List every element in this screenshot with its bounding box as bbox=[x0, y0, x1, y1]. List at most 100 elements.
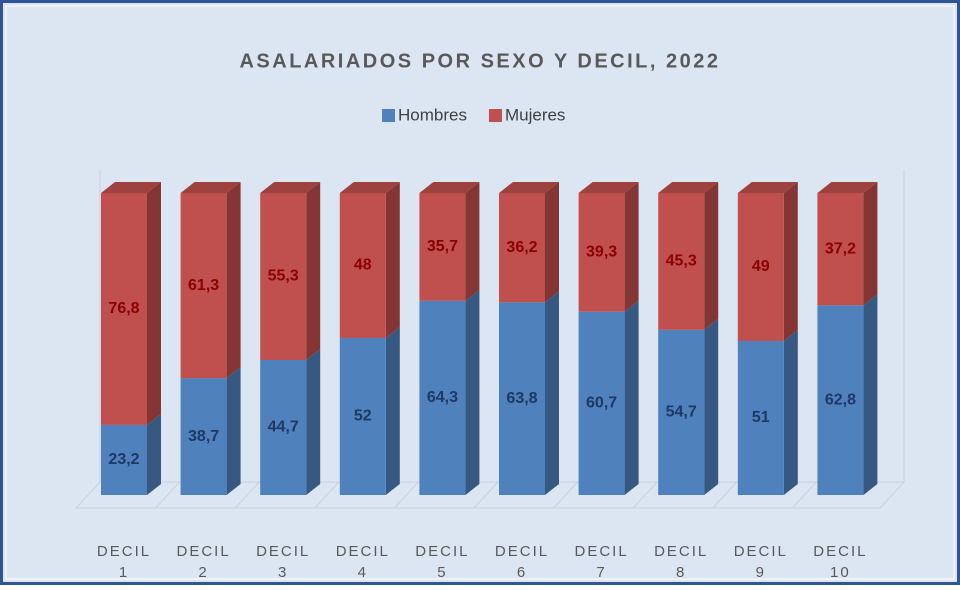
bar bbox=[737, 193, 784, 341]
data-label: 54,7 bbox=[666, 404, 697, 421]
x-tick-label: DECIL 5 bbox=[415, 543, 469, 581]
bar bbox=[817, 193, 864, 306]
x-tick-line: DECIL bbox=[813, 543, 867, 560]
legend-swatch bbox=[488, 109, 502, 122]
bar bbox=[339, 337, 386, 495]
bar-side bbox=[624, 182, 639, 312]
inner-frame bbox=[5, 5, 955, 580]
bar-side bbox=[863, 182, 878, 306]
bar-side bbox=[545, 291, 559, 495]
bar-top bbox=[101, 182, 161, 193]
x-tick-label: DECIL 8 bbox=[654, 543, 708, 581]
bar bbox=[339, 193, 386, 338]
bar bbox=[180, 378, 227, 495]
x-tick-line: DECIL bbox=[97, 543, 151, 560]
data-label: 51 bbox=[752, 409, 770, 426]
x-tick-label: DECIL 4 bbox=[336, 543, 390, 581]
bar-side bbox=[704, 182, 719, 330]
bar bbox=[578, 311, 625, 495]
floor-divider bbox=[553, 481, 578, 509]
bar-side bbox=[226, 367, 241, 495]
bar bbox=[658, 329, 705, 495]
bar-side bbox=[147, 182, 161, 425]
data-label: 52 bbox=[354, 408, 372, 425]
data-label: 49 bbox=[752, 258, 770, 275]
bar-side bbox=[465, 289, 480, 495]
x-tick-line: DECIL bbox=[415, 543, 469, 560]
chart-title: ASALARIADOS POR SEXO Y DECIL, 2022 bbox=[239, 50, 720, 72]
x-tick-line: 10 bbox=[830, 564, 851, 581]
data-label: 38,7 bbox=[188, 428, 219, 445]
x-tick-label: DECIL 9 bbox=[734, 543, 788, 581]
x-tick-line: DECIL bbox=[575, 543, 629, 560]
bar-side bbox=[306, 182, 321, 361]
bar-side bbox=[624, 300, 639, 495]
bar bbox=[101, 193, 147, 425]
x-tick-label: DECIL 10 bbox=[813, 543, 867, 581]
data-label: 44,7 bbox=[268, 419, 299, 436]
data-label: 76,8 bbox=[108, 300, 139, 317]
bar-side bbox=[783, 329, 798, 495]
bar-top bbox=[260, 182, 321, 193]
bar-side bbox=[147, 413, 161, 495]
x-tick-line: 6 bbox=[517, 564, 527, 581]
floor-divider bbox=[155, 481, 180, 509]
bar bbox=[419, 300, 466, 495]
legend-label: Mujeres bbox=[505, 105, 565, 124]
data-label: 60,7 bbox=[586, 395, 617, 412]
floor-divider bbox=[234, 481, 260, 509]
x-tick-label: DECIL 7 bbox=[575, 543, 629, 581]
data-label: 23,2 bbox=[108, 451, 139, 468]
x-tick-line: DECIL bbox=[336, 543, 390, 560]
x-tick-line: DECIL bbox=[177, 543, 231, 560]
x-tick-line: 2 bbox=[198, 564, 208, 581]
bar-side bbox=[465, 182, 480, 301]
bar bbox=[260, 193, 307, 361]
data-label: 36,2 bbox=[506, 239, 537, 256]
bar bbox=[499, 302, 545, 495]
legend-swatch bbox=[382, 109, 395, 122]
x-tick-label: DECIL 2 bbox=[177, 543, 231, 581]
floor-divider bbox=[473, 481, 499, 509]
bar-top bbox=[658, 182, 719, 193]
bar bbox=[180, 193, 227, 379]
data-label: 48 bbox=[354, 257, 372, 274]
data-label: 62,8 bbox=[825, 391, 856, 408]
bar bbox=[737, 340, 784, 495]
x-tick-line: 9 bbox=[756, 564, 766, 581]
x-tick-line: 4 bbox=[358, 564, 368, 581]
bar-side bbox=[385, 182, 400, 338]
x-tick-label: DECIL 1 bbox=[97, 543, 151, 581]
x-tick-label: DECIL 3 bbox=[256, 543, 310, 581]
floor-divider bbox=[792, 481, 817, 509]
data-label: 55,3 bbox=[268, 268, 299, 285]
bar-side bbox=[306, 349, 321, 495]
bar-top bbox=[737, 182, 798, 193]
data-label: 37,2 bbox=[825, 240, 856, 257]
bar-top bbox=[578, 182, 639, 193]
bar-side bbox=[385, 326, 400, 495]
bar-top bbox=[419, 182, 480, 193]
bar bbox=[817, 305, 864, 495]
bar-top bbox=[817, 182, 878, 193]
x-tick-line: 1 bbox=[119, 564, 129, 581]
x-tick-line: 5 bbox=[437, 564, 447, 581]
bar-side bbox=[545, 182, 559, 303]
x-tick-label: DECIL 6 bbox=[495, 543, 549, 581]
bar-side bbox=[226, 182, 241, 379]
floor-divider bbox=[394, 481, 419, 509]
x-tick-line: 3 bbox=[278, 564, 288, 581]
x-tick-line: DECIL bbox=[734, 543, 788, 560]
x-tick-line: DECIL bbox=[256, 543, 310, 560]
x-tick-line: DECIL bbox=[495, 543, 549, 560]
bar bbox=[419, 193, 466, 301]
data-label: 35,7 bbox=[427, 238, 458, 255]
bar-side bbox=[783, 182, 798, 341]
bar-side bbox=[863, 294, 878, 495]
bar bbox=[578, 193, 625, 312]
x-tick-line: DECIL bbox=[654, 543, 708, 560]
bar-side bbox=[704, 318, 719, 495]
data-label: 39,3 bbox=[586, 244, 617, 261]
bar bbox=[260, 360, 307, 495]
